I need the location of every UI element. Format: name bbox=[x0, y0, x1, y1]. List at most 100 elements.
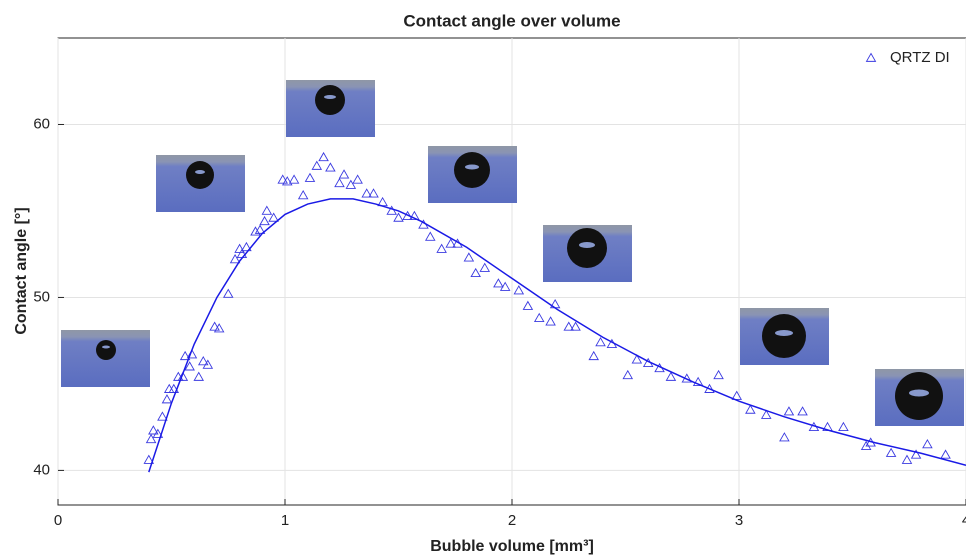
data-point bbox=[229, 253, 241, 264]
x-tick-label: 0 bbox=[54, 512, 62, 529]
data-point bbox=[193, 371, 205, 381]
data-point bbox=[425, 231, 436, 241]
data-point bbox=[665, 371, 677, 381]
data-point bbox=[885, 447, 897, 457]
data-point bbox=[179, 350, 191, 361]
photo bbox=[543, 225, 632, 282]
data-point bbox=[198, 356, 209, 366]
x-axis-label: Bubble volume [mm³] bbox=[430, 538, 594, 555]
data-point bbox=[277, 174, 289, 184]
grid bbox=[57, 38, 966, 505]
x-tick-label: 3 bbox=[735, 512, 743, 529]
x-tick-label: 1 bbox=[281, 512, 289, 529]
data-point bbox=[545, 316, 556, 326]
data-point bbox=[393, 212, 404, 222]
data-point bbox=[152, 428, 164, 438]
data-point bbox=[838, 421, 849, 431]
data-point bbox=[304, 172, 316, 182]
data-point bbox=[922, 439, 933, 449]
data-point bbox=[595, 337, 606, 347]
data-point bbox=[241, 241, 252, 252]
data-point bbox=[202, 359, 214, 369]
legend-label: QRTZ DI bbox=[890, 49, 950, 66]
data-point bbox=[184, 361, 195, 371]
data-point bbox=[436, 243, 447, 253]
data-point bbox=[563, 321, 575, 331]
x-tick-label: 2 bbox=[508, 512, 516, 529]
data-point bbox=[345, 179, 357, 189]
data-point bbox=[318, 151, 329, 162]
legend-marker bbox=[865, 52, 877, 62]
data-point bbox=[513, 285, 525, 295]
data-point bbox=[760, 409, 772, 419]
photo bbox=[156, 155, 245, 212]
data-point bbox=[325, 162, 336, 172]
data-point bbox=[254, 224, 266, 234]
data-point bbox=[522, 300, 534, 310]
data-point bbox=[860, 440, 872, 451]
data-point bbox=[259, 215, 270, 226]
data-point bbox=[797, 406, 808, 416]
data-point bbox=[145, 433, 157, 444]
y-tick-label: 40 bbox=[33, 461, 50, 478]
data-point bbox=[631, 354, 643, 364]
data-point bbox=[168, 383, 180, 393]
data-point bbox=[234, 243, 245, 253]
data-point bbox=[588, 350, 599, 361]
data-point bbox=[334, 177, 345, 188]
data-point bbox=[157, 411, 168, 421]
y-tick-label: 60 bbox=[33, 115, 50, 132]
data-point bbox=[209, 321, 220, 331]
data-point bbox=[311, 160, 323, 170]
photo bbox=[428, 146, 517, 203]
data-point bbox=[470, 267, 481, 278]
data-point bbox=[745, 404, 756, 414]
data-point bbox=[499, 281, 511, 291]
data-point bbox=[261, 205, 273, 215]
x-tick-label: 4 bbox=[962, 512, 966, 529]
data-point bbox=[445, 238, 456, 248]
y-axis-label: Contact angle [°] bbox=[13, 207, 30, 334]
data-point bbox=[901, 454, 913, 464]
data-point bbox=[352, 174, 363, 184]
data-point bbox=[177, 371, 189, 381]
fit-line bbox=[148, 198, 966, 473]
data-point bbox=[713, 369, 724, 380]
data-point bbox=[268, 212, 279, 222]
chart-title: Contact angle over volume bbox=[403, 11, 620, 30]
photo bbox=[740, 308, 829, 365]
data-point bbox=[910, 449, 922, 459]
data-point bbox=[622, 369, 634, 380]
data-point bbox=[297, 189, 309, 200]
data-point bbox=[692, 376, 704, 387]
data-point bbox=[250, 226, 261, 236]
data-point bbox=[281, 176, 293, 186]
data-point bbox=[783, 406, 795, 416]
photo bbox=[286, 80, 375, 137]
data-point bbox=[161, 394, 173, 404]
axes: 0 1 2 3 4 40 50 60 QRTZ DI bbox=[33, 49, 966, 529]
data-point bbox=[409, 210, 420, 220]
data-point bbox=[731, 390, 743, 400]
data-point bbox=[361, 188, 372, 198]
data-point bbox=[463, 252, 475, 262]
data-point bbox=[338, 169, 350, 179]
photo bbox=[875, 369, 964, 426]
data-point bbox=[148, 425, 159, 435]
data-point bbox=[213, 323, 225, 333]
droplet-photos bbox=[61, 80, 964, 426]
data-point bbox=[493, 278, 504, 288]
data-point bbox=[940, 449, 951, 459]
data-point bbox=[570, 321, 581, 331]
data-point bbox=[288, 174, 300, 184]
data-point bbox=[779, 432, 790, 442]
y-tick-label: 50 bbox=[33, 288, 50, 305]
data-point bbox=[368, 188, 379, 198]
data-point bbox=[386, 205, 397, 215]
data-layer bbox=[143, 151, 966, 473]
data-point bbox=[479, 262, 491, 272]
data-point bbox=[533, 312, 545, 323]
data-point bbox=[222, 288, 234, 298]
photo bbox=[61, 330, 150, 387]
